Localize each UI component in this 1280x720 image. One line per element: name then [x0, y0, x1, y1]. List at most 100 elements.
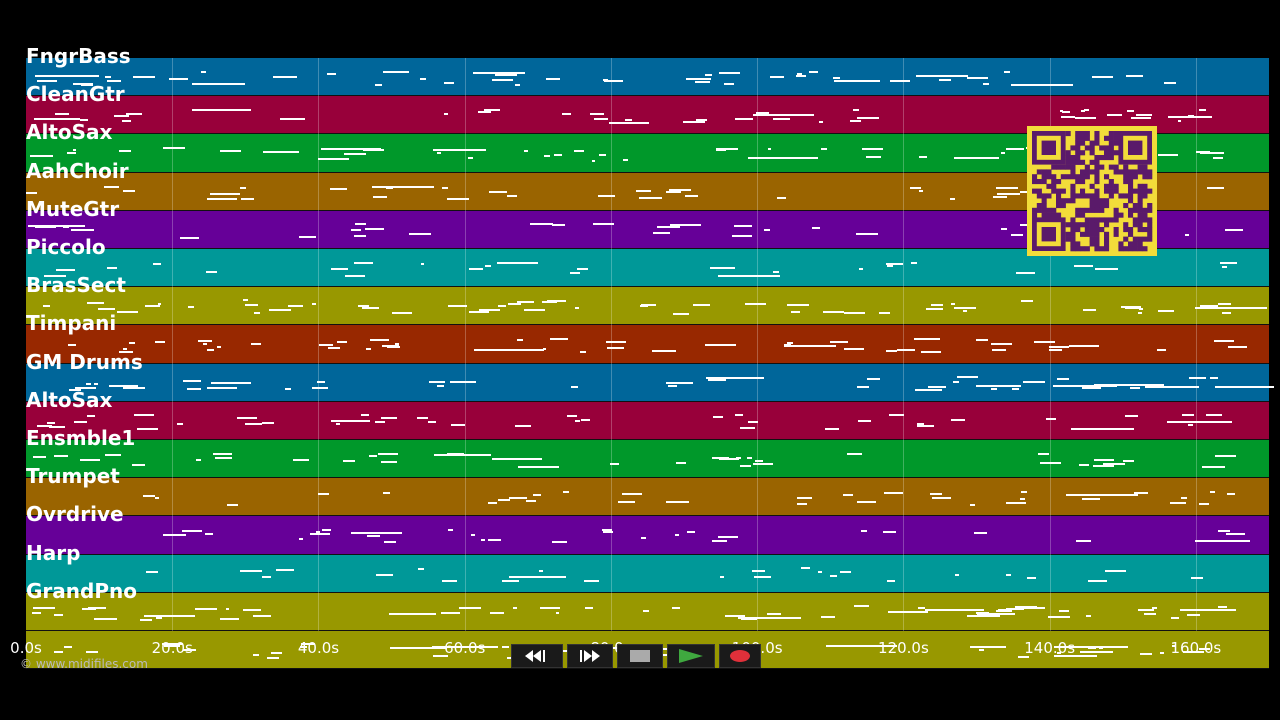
fast-forward-button[interactable]: [567, 644, 613, 668]
note-mark: [433, 453, 492, 456]
note-mark: [432, 654, 448, 657]
note-mark: [921, 351, 941, 354]
note-mark: [383, 491, 390, 494]
note-mark: [1071, 427, 1134, 430]
note-mark: [251, 342, 261, 345]
note-mark: [293, 458, 310, 461]
note-mark: [162, 643, 184, 646]
note-mark: [555, 612, 560, 615]
note-mark: [797, 496, 812, 499]
note-mark: [622, 158, 628, 161]
note-mark: [577, 268, 589, 271]
note-mark: [812, 226, 820, 229]
note-mark: [474, 348, 545, 351]
note-mark: [67, 151, 77, 154]
grid-line: [610, 58, 612, 631]
note-mark: [1107, 114, 1123, 117]
note-mark: [380, 416, 398, 419]
note-mark: [483, 109, 501, 112]
note-mark: [1221, 265, 1227, 268]
note-mark: [444, 82, 454, 85]
note-mark: [917, 424, 934, 427]
note-mark: [1046, 417, 1056, 420]
track-lane: [26, 516, 1269, 555]
note-mark: [1144, 385, 1199, 388]
note-mark: [68, 388, 81, 391]
note-mark: [657, 226, 680, 229]
note-mark: [1212, 156, 1224, 159]
note-mark: [473, 71, 526, 74]
play-button[interactable]: [667, 644, 715, 668]
note-mark: [317, 381, 325, 384]
note-mark: [252, 614, 271, 617]
note-mark: [408, 233, 432, 236]
note-mark: [1074, 265, 1093, 268]
note-mark: [829, 341, 848, 344]
note-mark: [203, 343, 208, 346]
note-mark: [597, 195, 615, 198]
note-mark: [86, 414, 96, 417]
note-mark: [64, 646, 73, 649]
note-mark: [665, 500, 689, 503]
note-mark: [74, 387, 96, 390]
note-mark: [207, 387, 237, 390]
note-mark: [478, 309, 501, 312]
note-mark: [983, 83, 989, 86]
note-mark: [26, 191, 37, 194]
note-mark: [1019, 498, 1025, 501]
note-mark: [951, 418, 966, 421]
note-mark: [687, 531, 696, 534]
stop-button[interactable]: [617, 644, 663, 668]
note-mark: [131, 464, 146, 467]
note-mark: [954, 307, 977, 310]
note-mark: [540, 606, 560, 609]
note-mark: [318, 343, 333, 346]
note-mark: [225, 607, 230, 610]
note-mark: [1124, 307, 1142, 310]
note-mark: [448, 528, 454, 531]
record-button[interactable]: [719, 644, 761, 668]
note-mark: [1136, 113, 1152, 116]
note-mark: [1005, 573, 1012, 576]
note-mark: [1034, 340, 1056, 343]
note-mark: [1133, 492, 1149, 495]
note-mark: [674, 533, 680, 536]
note-mark: [993, 196, 1007, 199]
rewind-button[interactable]: [511, 644, 563, 668]
note-mark: [508, 576, 566, 579]
note-mark: [280, 117, 305, 120]
note-mark: [823, 311, 844, 314]
note-mark: [976, 613, 1016, 616]
note-mark: [1048, 348, 1062, 351]
track-lane: [26, 440, 1269, 479]
note-mark: [1226, 533, 1246, 536]
note-mark: [574, 420, 580, 423]
note-mark: [94, 618, 117, 621]
note-mark: [478, 110, 492, 113]
note-mark: [753, 576, 771, 579]
note-mark: [164, 644, 181, 647]
note-mark: [924, 609, 985, 612]
note-mark: [734, 414, 743, 417]
note-mark: [451, 423, 466, 426]
note-mark: [817, 571, 822, 574]
record-icon: [730, 650, 750, 662]
note-mark: [978, 649, 984, 652]
note-mark: [187, 388, 202, 391]
note-mark: [783, 343, 792, 346]
note-mark: [1061, 111, 1070, 114]
note-mark: [1081, 110, 1085, 113]
note-mark: [717, 536, 739, 539]
note-mark: [94, 383, 99, 386]
note-mark: [37, 80, 55, 83]
note-mark: [317, 492, 329, 495]
note-mark: [639, 197, 662, 200]
note-mark: [609, 121, 650, 124]
grid-line: [1195, 58, 1197, 631]
note-mark: [927, 386, 947, 389]
note-mark: [856, 233, 878, 236]
note-mark: [583, 580, 599, 583]
note-mark: [154, 341, 165, 344]
note-mark: [192, 82, 246, 85]
